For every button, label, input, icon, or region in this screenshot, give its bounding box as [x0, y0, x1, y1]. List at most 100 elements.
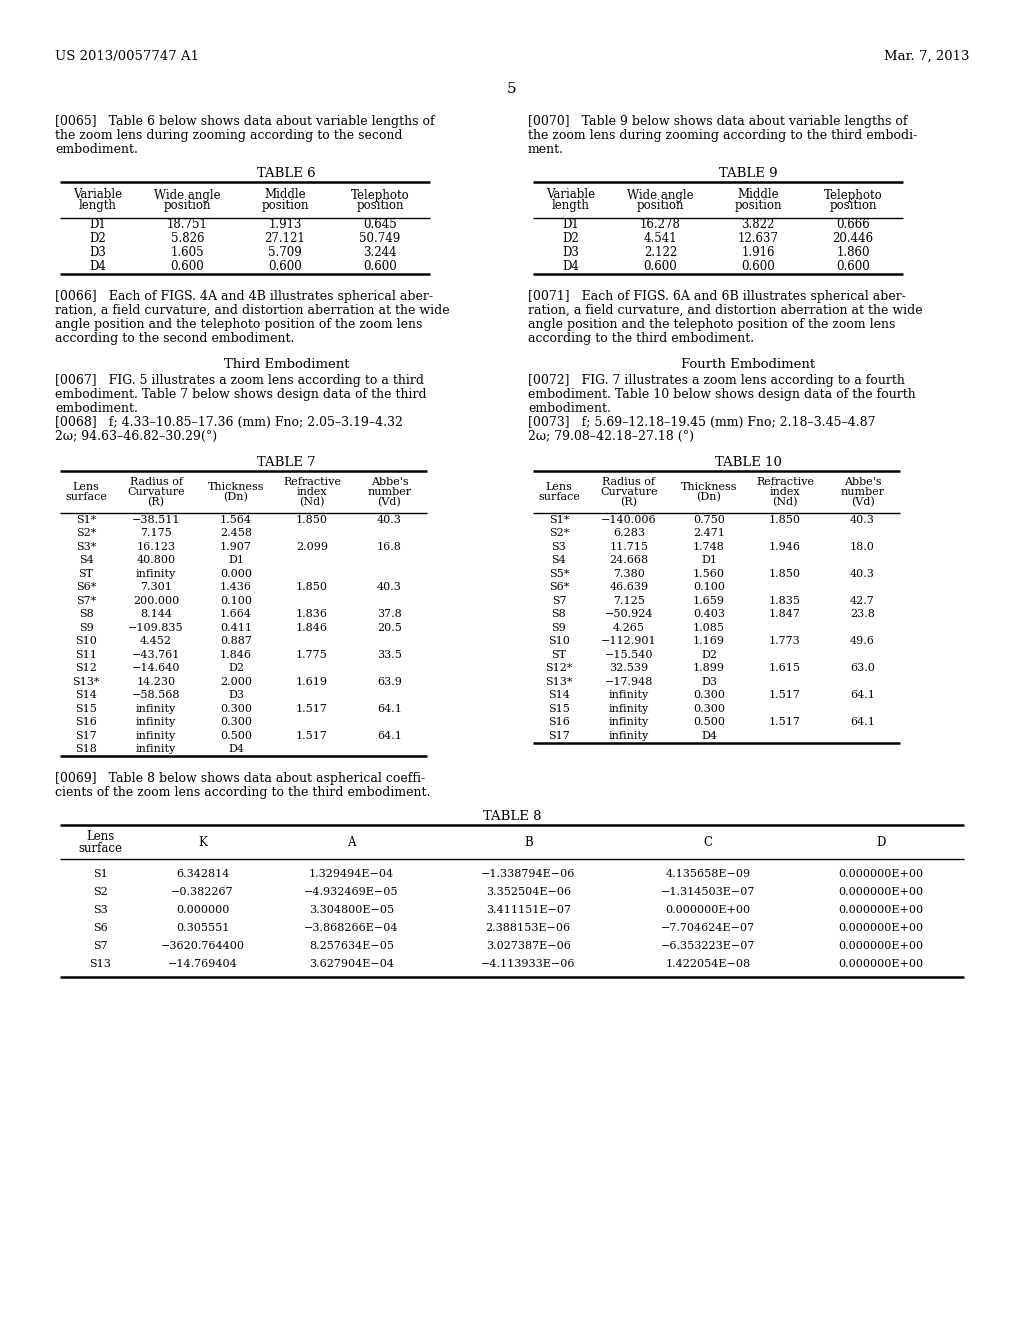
- Text: Third Embodiment: Third Embodiment: [224, 358, 349, 371]
- Text: 16.123: 16.123: [136, 541, 175, 552]
- Text: 0.645: 0.645: [364, 219, 397, 231]
- Text: −109.835: −109.835: [128, 623, 184, 632]
- Text: Middle: Middle: [737, 189, 779, 202]
- Text: 0.600: 0.600: [644, 260, 677, 273]
- Text: TABLE 9: TABLE 9: [719, 168, 778, 180]
- Text: S2*: S2*: [549, 528, 569, 539]
- Text: infinity: infinity: [136, 717, 176, 727]
- Text: 2.458: 2.458: [220, 528, 252, 539]
- Text: 16.278: 16.278: [640, 219, 681, 231]
- Text: Refractive: Refractive: [756, 477, 814, 487]
- Text: S3*: S3*: [76, 541, 96, 552]
- Text: −50.924: −50.924: [605, 610, 653, 619]
- Text: D1: D1: [228, 556, 244, 565]
- Text: infinity: infinity: [136, 569, 176, 578]
- Text: 1.564: 1.564: [220, 515, 252, 525]
- Text: 7.125: 7.125: [613, 595, 645, 606]
- Text: the zoom lens during zooming according to the second: the zoom lens during zooming according t…: [55, 129, 402, 143]
- Text: −4.113933E−06: −4.113933E−06: [481, 960, 575, 969]
- Text: Curvature: Curvature: [600, 487, 657, 498]
- Text: position: position: [261, 198, 309, 211]
- Text: 3.027387E−06: 3.027387E−06: [485, 941, 570, 950]
- Text: according to the second embodiment.: according to the second embodiment.: [55, 333, 294, 345]
- Text: Refractive: Refractive: [283, 477, 341, 487]
- Text: 3.411151E−07: 3.411151E−07: [485, 906, 570, 915]
- Text: 1.916: 1.916: [741, 247, 775, 260]
- Text: 0.000000E+00: 0.000000E+00: [666, 906, 751, 915]
- Text: D2: D2: [701, 649, 717, 660]
- Text: 3.627904E−04: 3.627904E−04: [309, 960, 394, 969]
- Text: 2ω; 79.08–42.18–27.18 (°): 2ω; 79.08–42.18–27.18 (°): [528, 430, 694, 444]
- Text: S8: S8: [79, 610, 93, 619]
- Text: 0.000000E+00: 0.000000E+00: [839, 887, 924, 898]
- Text: 20.5: 20.5: [377, 623, 402, 632]
- Text: position: position: [829, 198, 877, 211]
- Text: S3: S3: [552, 541, 566, 552]
- Text: infinity: infinity: [609, 717, 649, 727]
- Text: 40.3: 40.3: [850, 515, 874, 525]
- Text: D1: D1: [562, 219, 579, 231]
- Text: 0.300: 0.300: [693, 704, 725, 714]
- Text: 1.835: 1.835: [769, 595, 801, 606]
- Text: 1.850: 1.850: [769, 515, 801, 525]
- Text: Wide angle: Wide angle: [627, 189, 694, 202]
- Text: embodiment.: embodiment.: [528, 403, 611, 414]
- Text: S4: S4: [552, 556, 566, 565]
- Text: index: index: [770, 487, 801, 498]
- Text: Abbe's: Abbe's: [844, 477, 882, 487]
- Text: 24.668: 24.668: [609, 556, 648, 565]
- Text: 4.135658E−09: 4.135658E−09: [666, 869, 751, 879]
- Text: 27.121: 27.121: [264, 232, 305, 246]
- Text: −4.932469E−05: −4.932469E−05: [304, 887, 398, 898]
- Text: Wide angle: Wide angle: [155, 189, 221, 202]
- Text: 0.600: 0.600: [364, 260, 397, 273]
- Text: 40.3: 40.3: [850, 569, 874, 578]
- Text: −14.640: −14.640: [132, 663, 180, 673]
- Text: 2.000: 2.000: [220, 677, 252, 686]
- Text: [0067]   FIG. 5 illustrates a zoom lens according to a third: [0067] FIG. 5 illustrates a zoom lens ac…: [55, 374, 424, 387]
- Text: 7.380: 7.380: [613, 569, 645, 578]
- Text: 0.000000E+00: 0.000000E+00: [839, 869, 924, 879]
- Text: 3.244: 3.244: [364, 247, 397, 260]
- Text: D4: D4: [228, 744, 244, 754]
- Text: 5.709: 5.709: [268, 247, 302, 260]
- Text: 64.1: 64.1: [850, 690, 874, 700]
- Text: 0.500: 0.500: [220, 731, 252, 741]
- Text: length: length: [79, 198, 117, 211]
- Text: 1.422054E−08: 1.422054E−08: [666, 960, 751, 969]
- Text: 1.907: 1.907: [220, 541, 252, 552]
- Text: −1.338794E−06: −1.338794E−06: [481, 869, 575, 879]
- Text: D3: D3: [562, 247, 579, 260]
- Text: 1.605: 1.605: [171, 247, 205, 260]
- Text: Radius of: Radius of: [602, 477, 655, 487]
- Text: 1.899: 1.899: [693, 663, 725, 673]
- Text: 1.664: 1.664: [220, 610, 252, 619]
- Text: −112.901: −112.901: [601, 636, 656, 647]
- Text: 4.265: 4.265: [613, 623, 645, 632]
- Text: 0.000000E+00: 0.000000E+00: [839, 960, 924, 969]
- Text: A: A: [347, 836, 355, 849]
- Text: 1.517: 1.517: [296, 731, 328, 741]
- Text: 1.169: 1.169: [693, 636, 725, 647]
- Text: surface: surface: [538, 492, 580, 502]
- Text: S7: S7: [93, 941, 108, 950]
- Text: S2: S2: [93, 887, 108, 898]
- Text: S10: S10: [548, 636, 570, 647]
- Text: Variable: Variable: [546, 189, 595, 202]
- Text: infinity: infinity: [136, 731, 176, 741]
- Text: 1.619: 1.619: [296, 677, 328, 686]
- Text: 0.000000E+00: 0.000000E+00: [839, 906, 924, 915]
- Text: S2*: S2*: [76, 528, 96, 539]
- Text: 37.8: 37.8: [377, 610, 401, 619]
- Text: 63.0: 63.0: [850, 663, 874, 673]
- Text: 1.775: 1.775: [296, 649, 328, 660]
- Text: S6*: S6*: [549, 582, 569, 593]
- Text: 63.9: 63.9: [377, 677, 402, 686]
- Text: [0068]   f; 4.33–10.85–17.36 (mm) Fno; 2.05–3.19–4.32: [0068] f; 4.33–10.85–17.36 (mm) Fno; 2.0…: [55, 416, 402, 429]
- Text: 1.773: 1.773: [769, 636, 801, 647]
- Text: Lens: Lens: [546, 482, 572, 492]
- Text: TABLE 6: TABLE 6: [257, 168, 315, 180]
- Text: 42.7: 42.7: [850, 595, 874, 606]
- Text: S14: S14: [548, 690, 570, 700]
- Text: 4.452: 4.452: [140, 636, 172, 647]
